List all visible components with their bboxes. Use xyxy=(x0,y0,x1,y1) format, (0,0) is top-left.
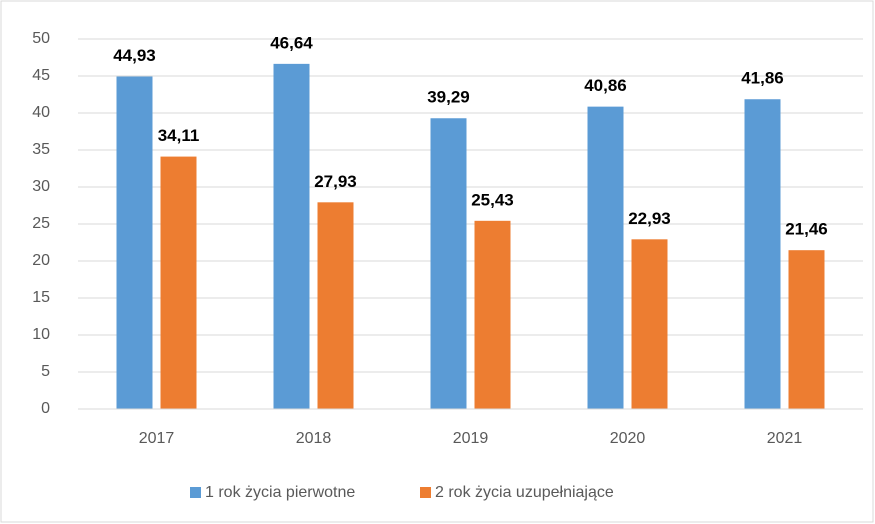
y-tick-label: 35 xyxy=(32,141,50,158)
bar xyxy=(317,202,354,409)
y-tick-label: 25 xyxy=(32,215,50,232)
bar xyxy=(430,118,467,409)
x-tick-label: 2018 xyxy=(296,430,332,447)
x-tick-label: 2020 xyxy=(610,430,646,447)
value-label: 25,43 xyxy=(471,190,514,209)
y-tick-label: 30 xyxy=(32,178,50,195)
bar xyxy=(160,156,197,409)
y-tick-label: 0 xyxy=(41,400,50,417)
value-label: 27,93 xyxy=(314,172,357,191)
value-label: 21,46 xyxy=(785,220,828,239)
y-tick-label: 45 xyxy=(32,67,50,84)
x-tick-label: 2021 xyxy=(767,430,803,447)
value-label: 44,93 xyxy=(113,46,156,65)
bar xyxy=(788,250,825,409)
value-label: 22,93 xyxy=(628,209,671,228)
legend-label: 2 rok życia uzupełniające xyxy=(435,484,614,501)
y-tick-label: 10 xyxy=(32,326,50,343)
bar xyxy=(273,63,310,409)
y-tick-label: 15 xyxy=(32,289,50,306)
bar xyxy=(116,76,153,409)
x-tick-label: 2017 xyxy=(139,430,175,447)
bar xyxy=(631,239,668,409)
y-tick-label: 20 xyxy=(32,252,50,269)
value-label: 40,86 xyxy=(584,76,627,95)
value-label: 39,29 xyxy=(427,88,470,107)
bar xyxy=(587,106,624,410)
y-tick-label: 50 xyxy=(32,30,50,47)
value-label: 46,64 xyxy=(270,33,313,52)
bar xyxy=(474,220,511,409)
legend-swatch xyxy=(420,487,431,498)
legend-swatch xyxy=(190,487,201,498)
y-tick-label: 5 xyxy=(41,363,50,380)
y-tick-label: 40 xyxy=(32,104,50,121)
bar xyxy=(744,99,781,410)
value-label: 41,86 xyxy=(741,69,784,88)
x-tick-label: 2019 xyxy=(453,430,489,447)
value-label: 34,11 xyxy=(158,126,200,145)
legend-label: 1 rok życia pierwotne xyxy=(205,484,355,501)
